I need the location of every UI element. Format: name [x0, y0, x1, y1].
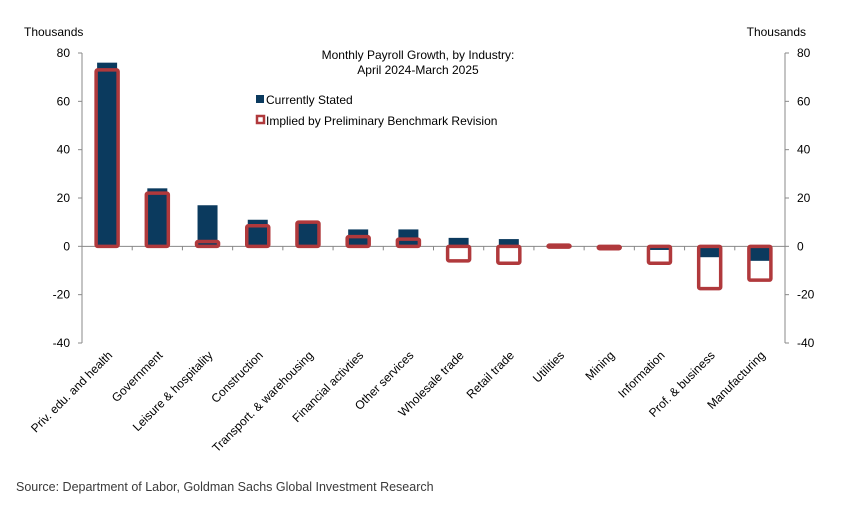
right-tick-label: 60: [797, 94, 811, 108]
x-tick-label: Priv. edu. and health: [28, 348, 115, 435]
bar-currently-stated: [749, 246, 770, 261]
bar-currently-stated: [448, 237, 469, 247]
bar-currently-stated: [649, 246, 670, 250]
bar-currently-stated: [97, 62, 118, 247]
x-tick-label: Retail trade: [464, 348, 518, 402]
left-tick-label: 0: [63, 239, 70, 253]
bar-implied-revision: [546, 243, 572, 249]
legend-label-currently-stated: Currently Stated: [266, 93, 353, 107]
bar-currently-stated: [297, 222, 318, 247]
right-tick-label: -20: [797, 288, 815, 302]
chart-subtitle: April 2024-March 2025: [357, 63, 479, 77]
bar-implied-revision: [596, 244, 622, 251]
right-tick-label: 80: [797, 46, 811, 60]
left-tick-label: 20: [57, 191, 71, 205]
bar-implied-revision: [646, 244, 673, 265]
right-tick-label: 20: [797, 191, 811, 205]
left-tick-label: -40: [53, 336, 71, 350]
x-tick-label: Transport. & warehousing: [209, 348, 316, 455]
left-tick-label: 60: [57, 94, 71, 108]
bar-currently-stated: [147, 188, 168, 247]
right-tick-label: 0: [797, 239, 804, 253]
legend: Currently Stated Implied by Preliminary …: [255, 93, 497, 128]
x-tick-label: Information: [615, 348, 667, 400]
bar-implied-revision: [496, 244, 522, 265]
x-tick-label: Utilities: [530, 348, 567, 385]
bar-implied-revision: [696, 244, 723, 291]
legend-swatch-currently-stated: [256, 95, 264, 103]
bar-implied-revision: [144, 191, 171, 249]
x-tick-label: Mining: [582, 348, 617, 383]
bar-implied-revision: [345, 234, 371, 249]
bar-implied-revision: [445, 244, 472, 263]
bar-implied-revision: [295, 220, 321, 249]
bar-currently-stated: [197, 205, 218, 247]
bar-implied-revision: [747, 244, 773, 282]
right-tick-label: 40: [797, 143, 811, 157]
bar-currently-stated: [699, 246, 720, 258]
left-tick-label: 40: [57, 143, 71, 157]
left-tick-label: 80: [57, 46, 71, 60]
left-tick-label: -20: [53, 288, 71, 302]
chart-title: Monthly Payroll Growth, by Industry:: [322, 48, 515, 62]
bar-implied-revision: [194, 239, 221, 249]
source-note: Source: Department of Labor, Goldman Sac…: [16, 480, 434, 494]
right-axis-label: Thousands: [747, 25, 806, 39]
bar-currently-stated: [247, 219, 268, 247]
right-tick-label: -40: [797, 336, 815, 350]
bar-implied-revision: [395, 237, 422, 249]
legend-label-implied: Implied by Preliminary Benchmark Revisio…: [266, 114, 497, 128]
bar-currently-stated: [498, 239, 519, 247]
left-axis-label: Thousands: [24, 25, 83, 39]
legend-swatch-implied: [255, 114, 266, 125]
bar-implied-revision: [245, 224, 271, 249]
bar-implied-revision: [94, 68, 120, 249]
